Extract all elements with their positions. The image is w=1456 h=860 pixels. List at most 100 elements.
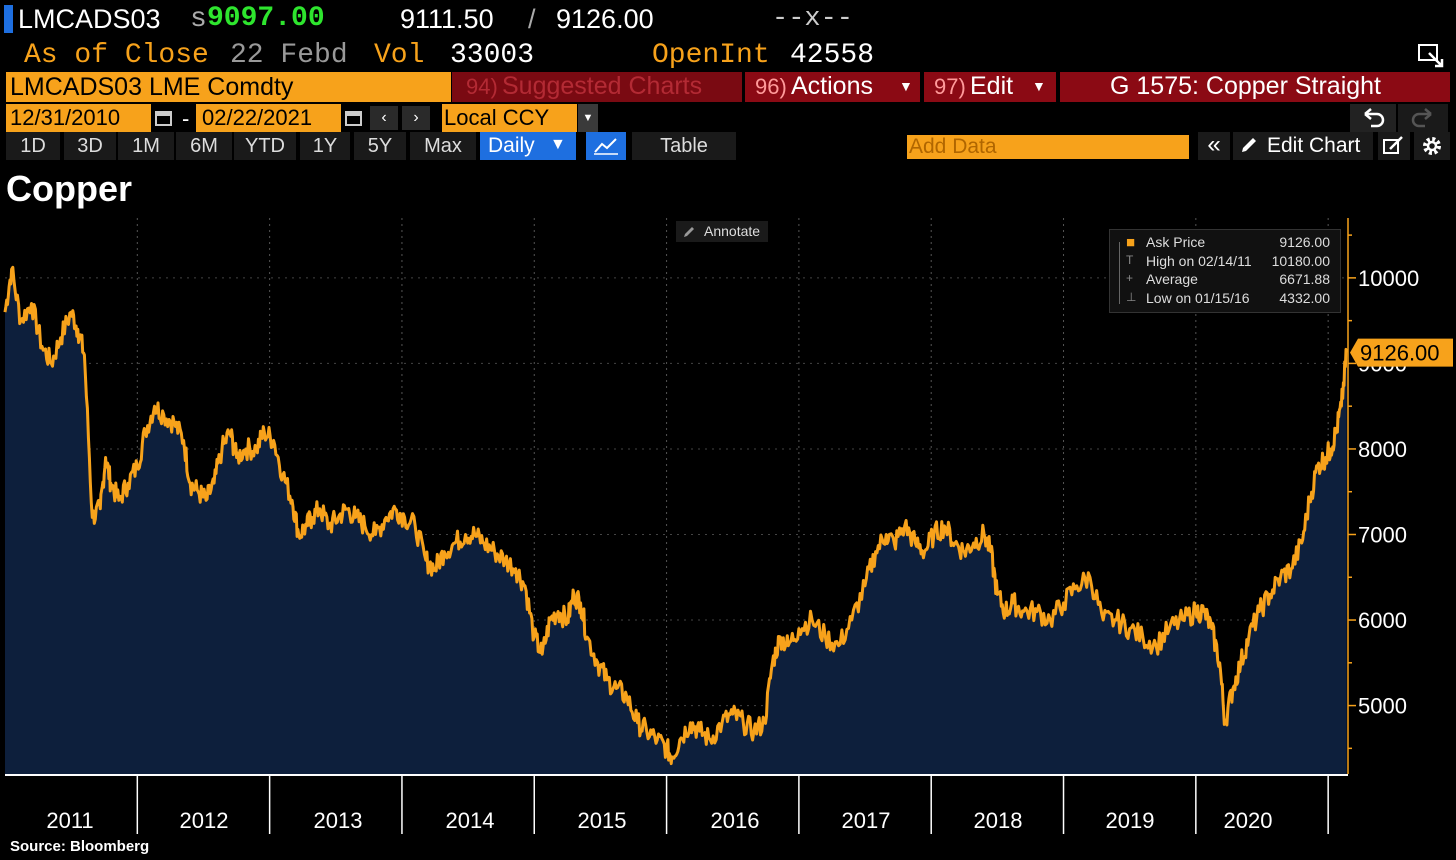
actions-number: 96) xyxy=(755,74,787,99)
legend-ask-price-value: 9126.00 xyxy=(1279,234,1330,250)
edit-label: Edit xyxy=(970,72,1014,100)
legend-average-value: 6671.88 xyxy=(1279,271,1330,287)
end-date-text: 02/22/2021 xyxy=(202,105,313,130)
legend-ask-price-icon: ■ xyxy=(1126,234,1136,251)
legend-high-label: High on 02/14/11 xyxy=(1146,252,1252,269)
price-line xyxy=(3,265,1349,766)
y-tick-label: 5000 xyxy=(1358,694,1407,719)
range-tab-ytd[interactable]: YTD xyxy=(234,132,296,160)
close-info: As of Close 22 Febd Vol 33003 OpenInt 42… xyxy=(0,40,1456,72)
x-tick-label: 2013 xyxy=(314,808,363,833)
line-chart-toggle[interactable] xyxy=(586,132,626,160)
openint-value: 42558 xyxy=(790,40,875,71)
legend-average: + Average 6671.88 xyxy=(1116,271,1334,289)
calendar-icon[interactable] xyxy=(344,108,364,128)
pencil-icon xyxy=(684,227,694,237)
legend-ask-price-label: Ask Price xyxy=(1146,234,1206,250)
vol-label: Vol xyxy=(374,40,425,71)
bid-ask-separator: / xyxy=(528,4,536,34)
chevron-right-icon[interactable]: › xyxy=(402,106,430,130)
redo-button[interactable] xyxy=(1398,104,1448,132)
last-price: 9097.00 xyxy=(207,3,325,34)
legend-bracket xyxy=(1119,242,1120,304)
x-tick-label: 2020 xyxy=(1224,808,1273,833)
actions-menu-button[interactable]: 96) Actions ▼ xyxy=(745,72,920,102)
chevron-down-icon: ▼ xyxy=(899,78,913,94)
edit-chart-label: Edit Chart xyxy=(1267,134,1361,157)
x-tick-label: 2015 xyxy=(578,808,627,833)
range-tab-5y[interactable]: 5Y xyxy=(354,132,406,160)
actions-label: Actions xyxy=(791,72,873,100)
currency-dropdown-button[interactable]: ▼ xyxy=(578,104,598,132)
last-value-label: 9126.00 xyxy=(1360,341,1440,366)
settings-button[interactable] xyxy=(1414,132,1450,160)
edit-menu-button[interactable]: 97) Edit ▼ xyxy=(924,72,1056,102)
chevron-left-icon[interactable]: ‹ xyxy=(370,106,398,130)
legend-high-icon: T xyxy=(1126,252,1134,267)
annotate-button[interactable]: Annotate xyxy=(676,221,768,242)
start-date-text: 12/31/2010 xyxy=(10,105,121,130)
last-value-callout-box xyxy=(1350,338,1453,367)
range-tab-1d[interactable]: 1D xyxy=(6,132,60,160)
x-tick-label: 2012 xyxy=(180,808,229,833)
undo-button[interactable] xyxy=(1350,104,1396,132)
ticker: LMCADS03 xyxy=(18,4,161,34)
legend-low: ⊥ Low on 01/15/16 4332.00 xyxy=(1116,290,1334,308)
change: --x-- xyxy=(772,4,854,34)
edit-annotations-icon xyxy=(1383,136,1403,154)
range-tab-3d[interactable]: 3D xyxy=(64,132,116,160)
last-value-callout: 9126.00 xyxy=(1350,338,1453,367)
edit-number: 97) xyxy=(934,74,966,99)
legend-high: T High on 02/14/11 10180.00 xyxy=(1116,253,1334,271)
legend-average-label: Average xyxy=(1146,271,1198,287)
legend-low-icon: ⊥ xyxy=(1126,289,1137,304)
legend-low-label: Low on 01/15/16 xyxy=(1146,289,1250,306)
annotate-label: Annotate xyxy=(704,223,761,239)
vol-value: 33003 xyxy=(450,40,535,71)
ticker-marker xyxy=(4,5,13,33)
date-range-dash: - xyxy=(182,106,190,131)
end-date-field[interactable]: 02/22/2021 xyxy=(196,104,341,132)
last-price-prefix: s xyxy=(190,4,207,35)
frequency-select[interactable]: Daily ▼ xyxy=(480,132,576,160)
currency-text: Local CCY xyxy=(444,105,550,130)
ask-price: 9126.00 xyxy=(556,4,654,34)
range-tab-1m[interactable]: 1M xyxy=(118,132,174,160)
legend-low-value: 4332.00 xyxy=(1279,289,1330,306)
suggested-charts-button[interactable]: 94) Suggested Charts xyxy=(452,72,742,102)
pencil-icon xyxy=(1239,135,1259,155)
table-tab[interactable]: Table xyxy=(632,132,736,160)
y-tick-label: 7000 xyxy=(1358,522,1407,547)
g-chart-title: G 1575: Copper Straight xyxy=(1110,72,1381,100)
price-chart[interactable]: 50006000700080009000100009126.00 2011201… xyxy=(0,214,1456,860)
chart-title: Copper xyxy=(6,168,132,209)
x-tick-label: 2019 xyxy=(1106,808,1155,833)
bid-price: 9111.50 xyxy=(400,4,494,34)
edit-chart-button[interactable]: Edit Chart xyxy=(1233,132,1373,160)
popout-icon[interactable] xyxy=(1416,42,1446,70)
x-tick-label: 2011 xyxy=(46,808,93,833)
security-field[interactable]: LMCADS03 LME Comdty xyxy=(6,72,451,102)
y-tick-label: 6000 xyxy=(1358,608,1407,633)
start-date-field[interactable]: 12/31/2010 xyxy=(6,104,151,132)
chart-legend: ■ Ask Price 9126.00 T High on 02/14/11 10180.… xyxy=(1109,229,1341,313)
quote-header: LMCADS03 s 9097.00 9111.50 / 9126.00 --x… xyxy=(0,0,1456,40)
price-area-fill xyxy=(5,267,1347,774)
collapse-button[interactable]: « xyxy=(1198,132,1230,160)
x-tick-label: 2016 xyxy=(711,808,760,833)
suggested-charts-label: Suggested Charts xyxy=(502,72,703,100)
source-note: Source: Bloomberg xyxy=(10,838,150,855)
currency-select[interactable]: Local CCY xyxy=(442,104,577,132)
range-tab-6m[interactable]: 6M xyxy=(176,132,232,160)
range-tab-max[interactable]: Max xyxy=(410,132,476,160)
range-tab-1y[interactable]: 1Y xyxy=(300,132,350,160)
add-data-field[interactable]: Add Data xyxy=(907,135,1189,159)
chevron-down-icon: ▼ xyxy=(1032,78,1046,94)
calendar-icon[interactable] xyxy=(154,108,174,128)
x-tick-label: 2018 xyxy=(974,808,1023,833)
undo-icon xyxy=(1364,108,1385,128)
x-tick-label: 2014 xyxy=(446,808,495,833)
x-tick-label: 2017 xyxy=(842,808,891,833)
edit-annotations-button[interactable] xyxy=(1378,132,1410,160)
as-of-date: 22 Febd xyxy=(230,40,348,71)
